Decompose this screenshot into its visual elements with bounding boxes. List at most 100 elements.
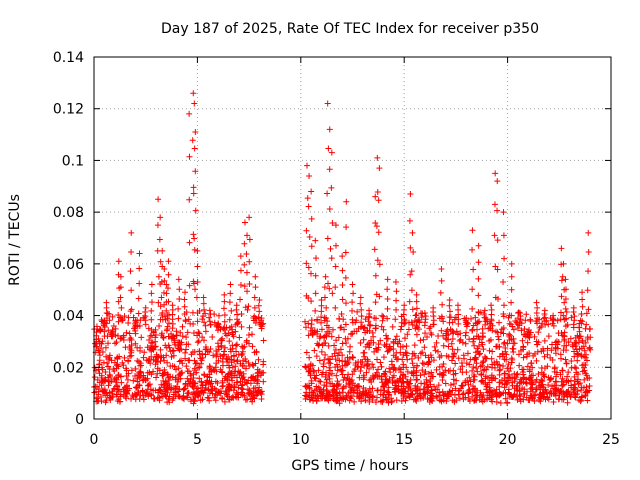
data-point [550,317,557,324]
data-point [584,287,591,294]
data-point [358,306,365,313]
data-point [182,355,189,362]
data-point [385,399,392,406]
data-point [508,273,515,280]
data-point [338,394,345,401]
data-point [187,370,194,377]
data-point [302,324,309,331]
data-point [579,368,586,375]
data-point [495,333,502,340]
data-point [306,354,313,361]
data-point [118,304,125,311]
x-tick-label: 10 [292,432,310,448]
data-point [371,246,378,253]
data-point [233,306,240,313]
data-point [233,348,240,355]
data-point [471,373,478,380]
data-point [255,356,262,363]
data-point [211,394,218,401]
data-point [132,392,139,399]
data-point [165,271,172,278]
data-point [573,369,580,376]
data-point [229,329,236,336]
data-point [561,342,568,349]
data-point [476,336,483,343]
data-point [324,235,331,242]
data-point [345,380,352,387]
data-point [443,352,450,359]
data-point [163,327,170,334]
data-point [176,296,183,303]
data-point [544,351,551,358]
data-point [234,391,241,398]
data-point [181,303,188,310]
data-point [194,278,201,285]
data-point [372,399,379,406]
data-point [252,273,259,280]
data-point [511,340,518,347]
data-point [358,364,365,371]
data-point [123,383,130,390]
data-point [303,364,310,371]
data-point [542,321,549,328]
data-point [348,330,355,337]
data-point [413,298,420,305]
data-point [164,312,171,319]
data-point [142,391,149,398]
data-point [237,378,244,385]
data-point [348,377,355,384]
data-point [308,380,315,387]
data-point [470,266,477,273]
data-point [194,318,201,325]
data-point [117,273,124,280]
data-point [535,370,542,377]
data-point [173,328,180,335]
data-point [154,365,161,372]
data-point [366,321,373,328]
data-point [154,222,161,229]
data-point [96,352,103,359]
data-point [187,396,194,403]
data-point [148,392,155,399]
data-point [209,390,216,397]
data-point [463,329,470,336]
data-point [495,296,502,303]
data-point [411,342,418,349]
x-tick-label: 5 [193,432,202,448]
data-point [194,309,201,316]
data-point [156,394,163,401]
data-point [419,367,426,374]
data-point [171,339,178,346]
data-point [493,399,500,406]
data-point [206,307,213,314]
data-point [526,327,533,334]
data-point [245,377,252,384]
data-point [335,334,342,341]
data-point [339,385,346,392]
data-point [357,294,364,301]
data-point [549,320,556,327]
data-point [332,356,339,363]
y-tick-label: 0.02 [53,360,84,376]
data-point [324,190,331,197]
data-point [422,330,429,337]
data-point [378,398,385,405]
data-point [103,390,110,397]
data-point [509,345,516,352]
data-point [533,357,540,364]
data-point [449,387,456,394]
data-point [327,380,334,387]
data-point [489,361,496,368]
data-point [440,342,447,349]
data-point [245,303,252,310]
data-point [103,315,110,322]
data-point [231,357,238,364]
data-point [469,227,476,234]
data-point [323,304,330,311]
data-point [326,126,333,133]
data-point [260,378,267,385]
data-point [256,308,263,315]
data-point [448,340,455,347]
data-point [457,330,464,337]
data-point [501,339,508,346]
